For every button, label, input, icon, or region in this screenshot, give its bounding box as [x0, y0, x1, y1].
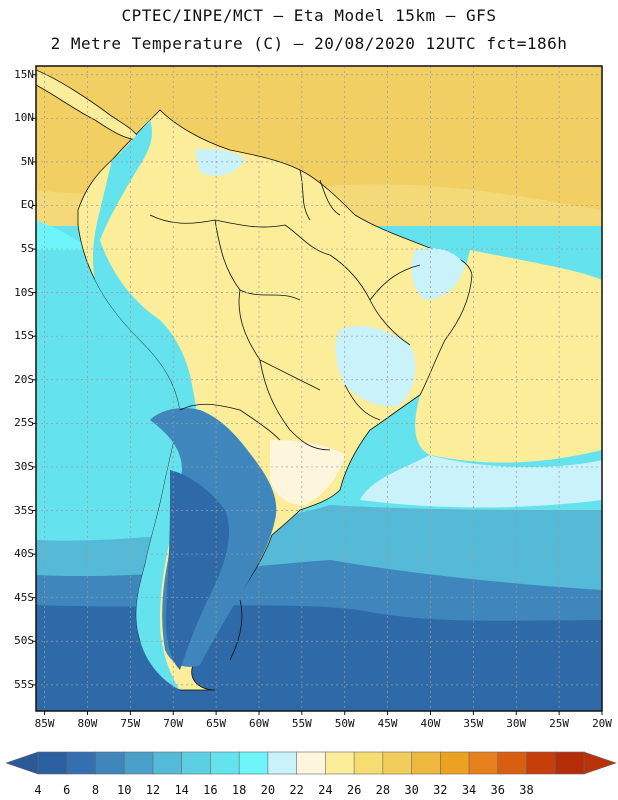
- andes-cold-belt: [92, 120, 198, 690]
- longitude-label: 20W: [592, 717, 612, 730]
- atlantic-mild-band: [360, 455, 602, 508]
- colorbar-label: 18: [231, 783, 247, 797]
- east-brazil-cool: [335, 325, 416, 407]
- colorbar-swatch: [210, 751, 240, 775]
- patagonia-colder: [165, 470, 230, 670]
- colorbar-right-arrow: [583, 751, 617, 775]
- colorbar-swatch: [37, 751, 68, 775]
- longitude-label: 50W: [334, 717, 355, 730]
- latitude-label: 30S: [14, 459, 34, 473]
- colorbar-label: 30: [404, 783, 419, 797]
- longitude-label: 55W: [291, 717, 312, 730]
- colorbar-swatch: [382, 751, 413, 775]
- colorbar-swatch: [296, 751, 327, 775]
- colorbar-label: 32: [433, 783, 448, 797]
- colorbar-label: 12: [145, 783, 161, 797]
- colorbar-swatch: [66, 751, 97, 775]
- colorbar-label: 8: [91, 783, 100, 797]
- longitude-label: 85W: [34, 717, 55, 730]
- colorbar-swatch: [497, 751, 528, 775]
- map-title: CPTEC/INPE/MCT – Eta Model 15km – GFS: [121, 6, 497, 25]
- latitude-label: 35S: [14, 503, 34, 517]
- colorbar-swatch: [95, 751, 126, 775]
- longitude-label: 25W: [549, 717, 570, 730]
- northeast-brazil-cool: [411, 248, 465, 300]
- uruguay-mild: [270, 440, 345, 505]
- colorbar-swatch: [468, 751, 499, 775]
- colorbar-label: 24: [318, 783, 333, 797]
- longitude-label: 75W: [120, 717, 141, 730]
- colorbar-swatch: [353, 751, 384, 775]
- latitude-label: 55S: [14, 677, 34, 691]
- latitude-label: 20S: [14, 372, 34, 386]
- map-fields: [36, 66, 602, 711]
- longitude-label: 40W: [420, 717, 441, 730]
- longitude-label: 35W: [463, 717, 484, 730]
- colorbar-label: 26: [346, 783, 362, 797]
- colorbar-swatch: [526, 751, 557, 775]
- colorbar-left-arrow: [5, 751, 39, 775]
- lat-lon-grid: [36, 66, 602, 711]
- colorbar-label: 22: [289, 783, 304, 797]
- colorbar-swatch: [440, 751, 470, 775]
- latitude-label: 40S: [14, 547, 34, 561]
- guiana-highlands-cool: [195, 149, 245, 176]
- colorbar-label: 14: [174, 783, 189, 797]
- colorbar-swatch: [267, 751, 298, 775]
- longitude-label: 65W: [206, 717, 227, 730]
- longitude-label: 70W: [163, 717, 184, 730]
- colorbar-label: 20: [260, 783, 276, 797]
- latitude-label: 10S: [14, 285, 34, 299]
- latitude-label: 15N: [14, 67, 34, 81]
- latitude-label: 45S: [14, 590, 34, 604]
- colorbar-swatch: [152, 751, 183, 775]
- longitude-label: 80W: [77, 717, 98, 730]
- map-frame: [35, 65, 603, 712]
- colorbar-swatch: [181, 751, 212, 775]
- colorbar-label: 4: [34, 783, 42, 797]
- latitude-label: 5N: [20, 154, 34, 168]
- latitude-label: 5S: [20, 242, 34, 256]
- colorbar-label: 16: [203, 783, 218, 797]
- country-borders: [149, 169, 421, 661]
- southern-ocean-colder: [36, 605, 602, 711]
- colorbar-swatch: [554, 751, 585, 775]
- colorbar-label: 28: [375, 783, 391, 797]
- latitude-label: 50S: [14, 634, 34, 648]
- colorbar-swatch: [411, 751, 442, 775]
- colorbar-label: 34: [461, 783, 477, 797]
- axis-ticks: [32, 74, 603, 715]
- longitude-label: 60W: [249, 717, 269, 730]
- longitude-label: 45W: [377, 717, 398, 730]
- colorbar-swatch: [325, 751, 355, 775]
- colorbar-label: 6: [63, 783, 71, 797]
- latitude-label: 15S: [14, 329, 34, 343]
- latitude-label: 10N: [14, 111, 34, 125]
- colorbar-swatch: [123, 751, 154, 775]
- colorbar-label: 38: [519, 783, 534, 797]
- longitude-label: 30W: [506, 717, 527, 730]
- map-subtitle: 2 Metre Temperature (C) – 20/08/2020 12U…: [50, 34, 568, 53]
- temperature-colorbar: [5, 751, 617, 775]
- colorbar-label: 10: [116, 783, 132, 797]
- colorbar-label: 36: [490, 783, 505, 797]
- colorbar-swatch: [238, 751, 269, 775]
- latitude-label: 25S: [14, 416, 34, 430]
- latitude-label: EQ: [20, 198, 34, 212]
- pacific-cool-patch: [36, 220, 90, 250]
